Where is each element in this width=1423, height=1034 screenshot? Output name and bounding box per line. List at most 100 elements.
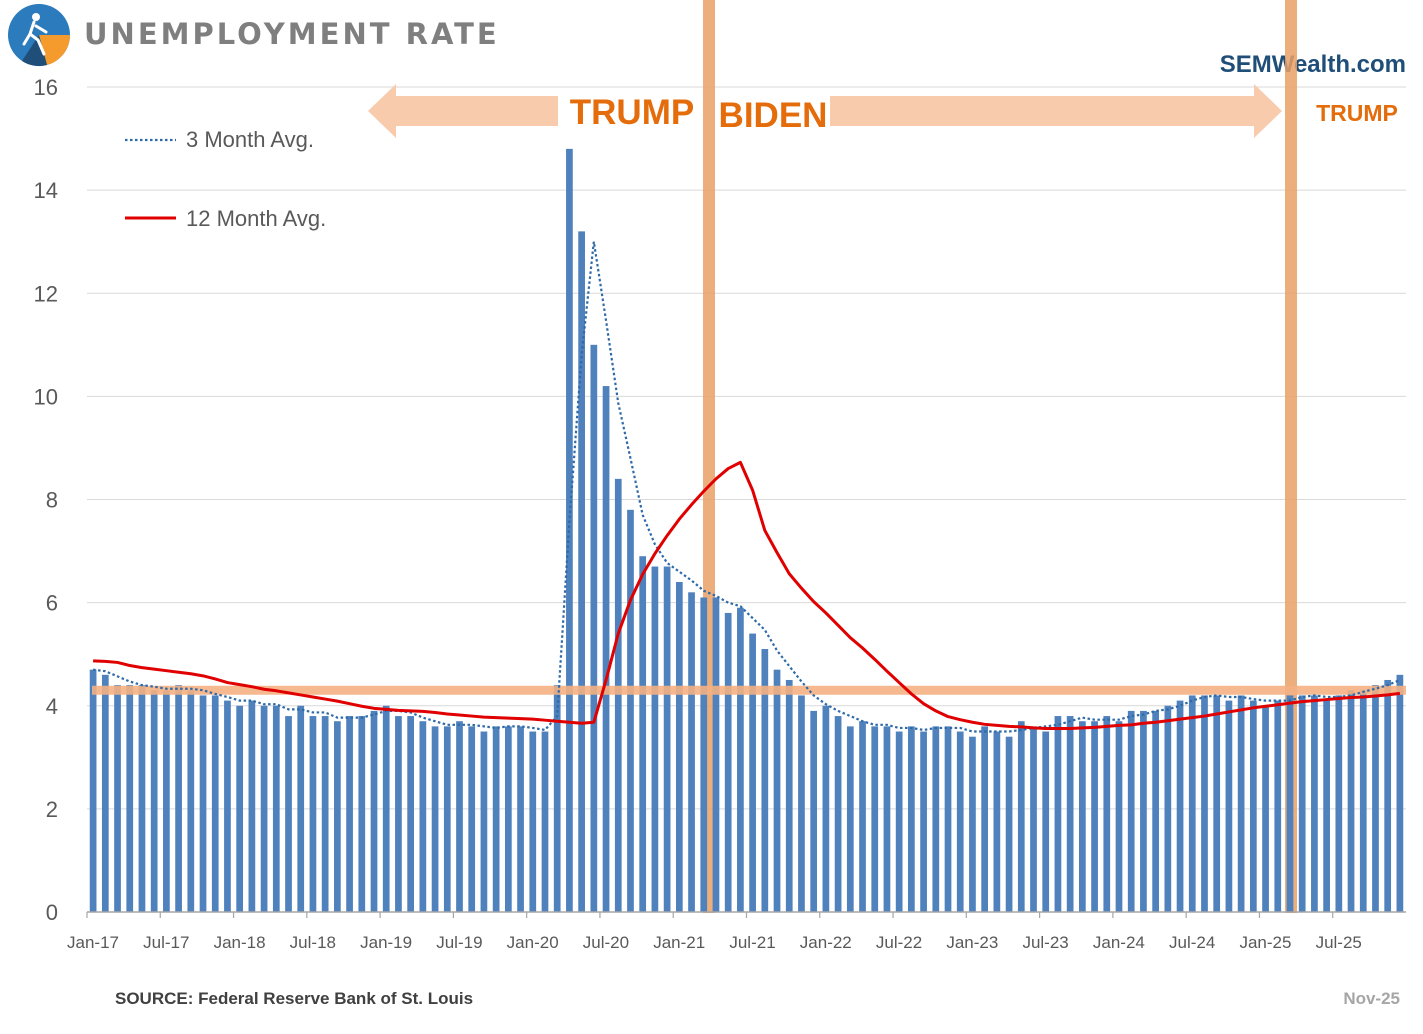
three-month-avg-line [92,241,1401,733]
brand-label: SEMWealth.com [1220,51,1406,78]
bar [541,731,549,912]
bar [407,716,415,912]
semwealth-logo [8,4,71,67]
x-tick-label: Jul-24 [1169,933,1215,952]
bar [1103,716,1111,912]
gridlines [87,86,1406,810]
bar [712,597,720,912]
legend-three-month-label: 3 Month Avg. [186,127,314,152]
bar [810,710,818,912]
bar [1030,726,1037,912]
bar [920,731,927,912]
bar [504,726,512,912]
bar [456,721,463,912]
x-tick-label: Jul-19 [436,933,482,952]
x-tick-label: Jul-23 [1022,933,1068,952]
bar [517,726,524,912]
bar-series [89,148,1404,912]
bar [700,597,708,912]
bar [370,710,378,912]
bar [749,633,756,912]
bar [309,716,317,912]
bar [1237,695,1245,912]
bar [138,685,146,912]
bar [1017,721,1025,912]
y-tick-label: 4 [46,694,58,719]
bar [737,607,744,912]
bar [871,726,879,912]
bar [163,690,170,912]
bar [1359,690,1367,912]
bar [1298,695,1306,912]
bar [1213,695,1221,912]
bar [211,695,219,912]
chart-title: UNEMPLOYMENT RATE [84,17,500,51]
y-tick-label: 2 [46,797,58,822]
y-tick-label: 8 [46,488,58,513]
bar [1188,695,1196,912]
bar [358,716,366,912]
bar [1372,685,1379,912]
bar [1164,705,1172,912]
bar [297,705,305,912]
x-axis-labels: Jan-17 Jul-17 Jan-18 Jul-18 Jan-19 Jul-19 Jan-… [67,933,1362,952]
x-tick-label: Jan-25 [1239,933,1291,952]
bar [724,612,732,912]
bar [981,726,989,912]
bar [101,674,109,912]
bar [1335,695,1343,912]
x-tick-label: Jul-18 [290,933,336,952]
bar [382,705,390,912]
bar [468,726,476,912]
bar [761,649,769,912]
bar [419,721,427,912]
x-tick-label: Jan-19 [360,933,412,952]
bar [1286,695,1294,912]
bar [175,685,182,912]
bar [785,679,793,912]
bar [114,685,121,912]
y-tick-label: 16 [34,75,58,100]
bar [1249,700,1257,912]
bar [89,669,97,912]
bar [602,386,610,912]
x-tick-label: Jan-24 [1093,933,1145,952]
bar [614,478,622,912]
bar [285,716,292,912]
bar [1054,716,1062,912]
bar [529,731,537,912]
bar [663,566,671,912]
bar [773,669,781,912]
x-tick-label: Jan-22 [800,933,852,952]
x-tick-label: Jul-22 [876,933,922,952]
bar [627,509,634,912]
bar [651,566,659,912]
bar [480,731,488,912]
bar [150,690,158,912]
bar [224,700,231,912]
bar [199,695,207,912]
bar [272,705,280,912]
bar [346,716,353,912]
bar [443,726,451,912]
biden-arrow [830,84,1282,138]
x-tick-label: Jul-25 [1316,933,1362,952]
bar [1042,731,1050,912]
bar [126,685,134,912]
bar [395,716,402,912]
bar [492,726,500,912]
y-tick-label: 10 [34,384,58,409]
bar [1262,705,1269,912]
bar [248,700,256,912]
x-tick-label: Jan-23 [946,933,998,952]
bar [1152,710,1159,912]
bar [321,716,329,912]
bar [578,231,585,912]
bar [260,705,268,912]
bar [1176,700,1184,912]
bar [1127,710,1135,912]
x-tick-label: Jan-18 [214,933,266,952]
bar [883,726,891,912]
bar [956,731,964,912]
